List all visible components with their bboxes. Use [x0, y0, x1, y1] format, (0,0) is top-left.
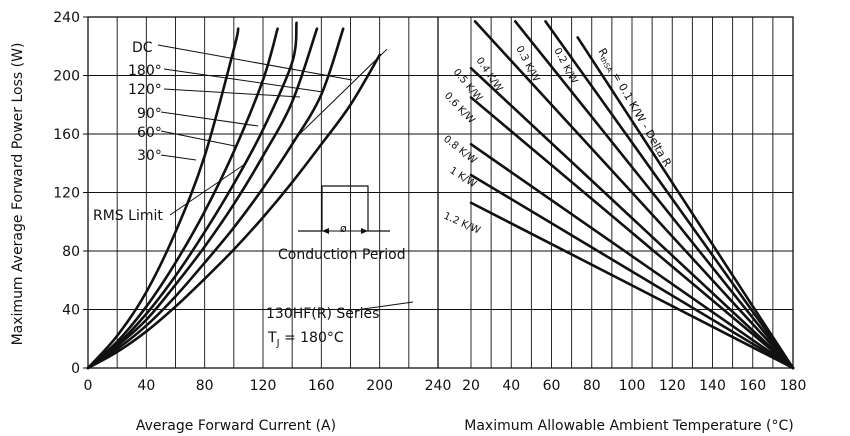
right-line-3	[473, 20, 795, 370]
rms-limit-line	[291, 48, 388, 142]
x-tick-label-left: 240	[425, 378, 452, 394]
x-tick-label-right: 140	[699, 378, 726, 394]
y-tick-label: 40	[62, 303, 80, 319]
left-annotations	[157, 44, 414, 311]
left-curve-5	[86, 53, 381, 370]
y-tick-label: 120	[53, 186, 80, 202]
left-curve-3	[86, 27, 319, 370]
y-axis-label: Maximum Average Forward Power Loss (W)	[10, 43, 26, 346]
curve-label-30: 30°	[137, 148, 162, 164]
x-tick-label-left: 160	[308, 378, 335, 394]
x-tick-label-right: 100	[619, 378, 646, 394]
curve-label-60: 60°	[137, 125, 162, 141]
y-tick-label: 240	[53, 10, 80, 26]
y-tick-label: 80	[62, 244, 80, 260]
grid-lines	[83, 16, 794, 369]
label-0-8kw: 0.8 K/W	[441, 134, 479, 167]
x-tick-label-left: 200	[366, 378, 393, 394]
right-line-2	[513, 20, 795, 370]
right-line-1	[544, 20, 795, 370]
x-tick-label-right: 20	[462, 378, 480, 394]
conduction-period-label: Conduction Period	[278, 247, 406, 263]
tj-subscript: J	[276, 338, 280, 349]
y-tick-label: 160	[53, 127, 80, 143]
x-tick-label-right: 80	[583, 378, 601, 394]
tj-value: = 180°C	[280, 330, 344, 346]
x-tick-label-right: 40	[502, 378, 520, 394]
left-curve-4	[86, 27, 345, 370]
x-tick-label-right: 120	[659, 378, 686, 394]
right-x-axis-label: Maximum Allowable Ambient Temperature (°…	[464, 418, 793, 434]
left-curve-2	[86, 21, 298, 370]
tj-label: TJ = 180°C	[267, 330, 344, 349]
x-tick-label-left: 0	[84, 378, 93, 394]
right-line-4	[469, 66, 795, 370]
right-line-7	[469, 173, 795, 370]
curve-label-180: 180°	[128, 63, 162, 79]
label-1kw: 1 K/W	[447, 165, 478, 190]
curve-label-90: 90°	[137, 106, 162, 122]
label-1-2kw: 1.2 K/W	[442, 211, 482, 237]
label-0-2kw: 0.2 K/W	[551, 46, 579, 86]
right-line-0	[576, 36, 795, 370]
y-tick-label: 0	[71, 361, 80, 377]
curve-label-120: 120°	[128, 82, 162, 98]
x-tick-label-right: 160	[739, 378, 766, 394]
left-x-axis-label: Average Forward Current (A)	[136, 418, 336, 434]
left-curve-1	[86, 27, 279, 370]
x-tick-label-left: 80	[196, 378, 214, 394]
y-tick-label: 200	[53, 69, 80, 85]
data-curves	[86, 20, 795, 370]
x-tick-label-right: 60	[543, 378, 561, 394]
phi-label: ø	[340, 222, 347, 235]
tick-labels: 0 40 80 120 160 200 240 0 40 80 120 160 200 240 20 40 60…	[53, 10, 806, 394]
left-curve-0	[86, 27, 240, 370]
x-tick-label-left: 40	[137, 378, 155, 394]
right-line-5	[469, 96, 795, 370]
right-line-8	[469, 201, 795, 370]
curve-label-dc: DC	[132, 40, 153, 56]
series-title: 130HF(R) Series	[266, 306, 379, 322]
rms-limit-label: RMS Limit	[93, 208, 163, 224]
x-tick-label-left: 120	[250, 378, 277, 394]
right-line-6	[469, 142, 795, 370]
tj-prefix: T	[267, 330, 277, 346]
x-tick-label-right: 180	[780, 378, 807, 394]
